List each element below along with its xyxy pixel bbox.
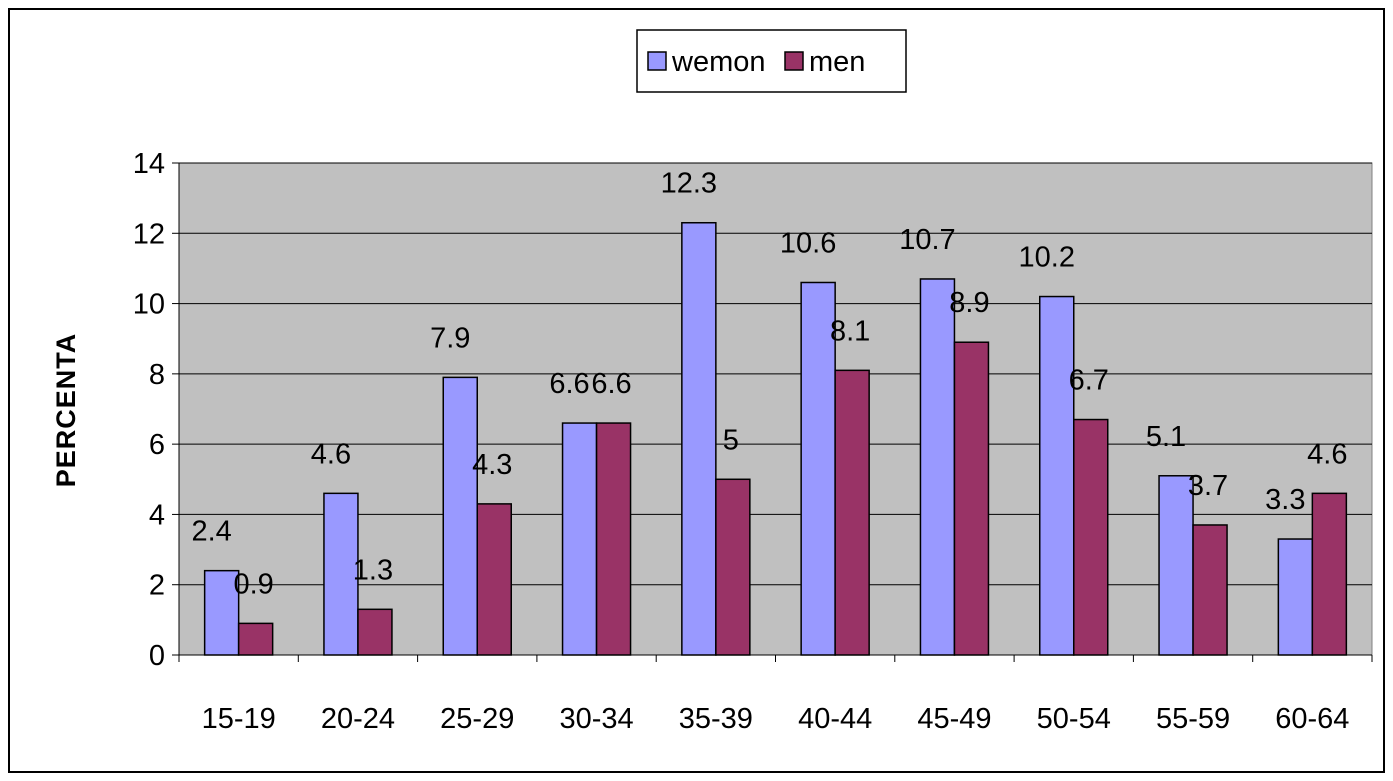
data-label-men-20-24: 1.3 xyxy=(353,554,393,586)
data-label-wemon-55-59: 5.1 xyxy=(1146,421,1186,453)
y-axis: 0 2 4 6 8 10 12 14 xyxy=(133,148,180,672)
y-tick-label: 12 xyxy=(133,218,165,250)
bar-men-40-44 xyxy=(834,369,870,656)
y-tick-label: 4 xyxy=(149,499,165,531)
x-tick-label: 20-24 xyxy=(321,703,395,735)
data-label-men-15-19: 0.9 xyxy=(233,568,273,600)
plot-area xyxy=(178,162,1373,656)
bar-wemon-30-34 xyxy=(561,422,598,656)
data-label-wemon-35-39: 12.3 xyxy=(661,168,717,200)
bar-men-15-19 xyxy=(237,622,274,656)
x-tick-label: 50-54 xyxy=(1037,703,1111,735)
data-label-wemon-40-44: 10.6 xyxy=(780,227,836,259)
legend-box xyxy=(636,29,907,93)
data-label-men-60-64: 4.6 xyxy=(1307,438,1347,470)
data-label-men-55-59: 3.7 xyxy=(1188,470,1228,502)
data-label-men-50-54: 6.7 xyxy=(1069,365,1109,397)
bar-wemon-15-19 xyxy=(203,569,240,656)
bar-men-20-24 xyxy=(357,608,393,656)
x-tick-label: 60-64 xyxy=(1275,703,1349,735)
y-tick-label: 2 xyxy=(149,570,165,602)
bar-wemon-25-29 xyxy=(442,376,478,656)
bar-wemon-60-64 xyxy=(1277,538,1314,656)
data-label-wemon-45-49: 10.7 xyxy=(899,224,955,256)
data-label-men-45-49: 8.9 xyxy=(949,287,989,319)
data-label-wemon-60-64: 3.3 xyxy=(1265,484,1305,516)
bar-men-45-49 xyxy=(953,341,990,656)
bar-men-35-39 xyxy=(715,478,751,656)
x-tick-label: 35-39 xyxy=(679,703,753,735)
bar-men-30-34 xyxy=(595,422,632,656)
legend-label-men: men xyxy=(809,46,865,78)
bar-men-25-29 xyxy=(476,503,512,656)
x-tick-label: 30-34 xyxy=(559,703,633,735)
data-label-men-25-29: 4.3 xyxy=(472,449,512,481)
bar-men-60-64 xyxy=(1311,492,1348,656)
bar-wemon-35-39 xyxy=(681,221,717,656)
bar-wemon-45-49 xyxy=(919,278,956,656)
bar-wemon-55-59 xyxy=(1158,475,1194,656)
bar-wemon-50-54 xyxy=(1039,295,1075,656)
x-tick-label: 15-19 xyxy=(202,703,276,735)
y-tick-label: 14 xyxy=(133,148,165,180)
data-label-wemon-25-29: 7.9 xyxy=(430,322,470,354)
x-tick-label: 25-29 xyxy=(440,703,514,735)
x-tick-label: 55-59 xyxy=(1156,703,1230,735)
data-labels: 2.40.9 4.6 1.3 7.9 4.3 6.6 6.6 12.3 5 10.6 8.1 10.7… xyxy=(191,168,1347,601)
legend-swatch-men xyxy=(784,51,804,71)
data-label-wemon-15-19: 2.4 xyxy=(191,516,231,548)
y-tick-label: 8 xyxy=(149,359,165,391)
bar-men-50-54 xyxy=(1073,418,1109,656)
legend-swatch-wemon xyxy=(647,51,667,71)
y-axis-label: PERCENTA xyxy=(51,333,81,488)
data-label-wemon-50-54: 10.2 xyxy=(1019,242,1075,274)
y-tick-label: 6 xyxy=(149,429,165,461)
y-tick-label: 0 xyxy=(149,640,165,672)
bars xyxy=(203,221,1348,656)
x-axis: 15-19 20-24 25-29 30-34 35-39 40-44 45-49 50-54… xyxy=(178,654,1373,735)
bar-men-55-59 xyxy=(1192,524,1228,656)
bar-wemon-20-24 xyxy=(323,492,359,656)
data-label-wemon-30-34: 6.6 xyxy=(549,368,589,400)
data-label-men-30-34: 6.6 xyxy=(591,368,631,400)
x-tick-label: 40-44 xyxy=(798,703,872,735)
data-label-men-35-39: 5 xyxy=(723,424,739,456)
data-label-wemon-20-24: 4.6 xyxy=(311,438,351,470)
y-tick-label: 10 xyxy=(133,289,165,321)
data-label-men-40-44: 8.1 xyxy=(830,315,870,347)
legend-label-wemon: wemon xyxy=(671,46,766,78)
legend: wemon men xyxy=(636,29,907,93)
x-tick-label: 45-49 xyxy=(917,703,991,735)
